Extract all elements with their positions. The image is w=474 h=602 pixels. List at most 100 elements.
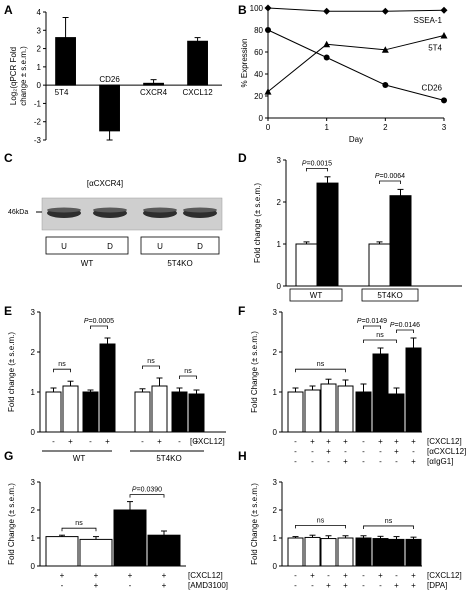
panel-a-bar	[143, 82, 164, 86]
panel-a-bar	[99, 84, 120, 132]
panel-b-y-tick-label: 20	[254, 92, 263, 101]
panel-label-b: B	[238, 3, 247, 17]
panel-b-marker	[441, 97, 447, 104]
panel-f-treatment-sign: -	[344, 447, 347, 456]
panel-b-y-tick-label: 80	[254, 26, 263, 35]
panel-f-significance-bracket	[363, 339, 397, 343]
panel-d-bar	[295, 243, 318, 287]
panel-c-blot-band-edge	[183, 207, 217, 213]
panel-f-y-tick-label: 0	[273, 428, 278, 437]
panel-e-bar	[151, 385, 168, 433]
panel-h-treatment-sign: -	[294, 571, 297, 580]
panel-b-marker	[381, 7, 389, 15]
panel-g-y-axis-label: Fold Change (± s.e.m.)	[7, 483, 16, 565]
panel-f-treatment-sign: +	[326, 447, 331, 456]
panel-h-y-tick-label: 2	[273, 506, 278, 515]
panel-f-treatment-sign: +	[411, 457, 416, 466]
panel-a-y-tick-label: 4	[37, 8, 42, 17]
panel-h-treatment-sign: +	[343, 571, 348, 580]
panel-g-bar	[147, 534, 181, 567]
panel-e-bar	[45, 391, 62, 433]
panel-g-treatment-sign: +	[94, 571, 99, 580]
panel-d-group-box	[289, 288, 343, 302]
panel-e-bar	[62, 385, 79, 433]
panel-f-significance-label: ns	[376, 332, 384, 339]
panel-h-bar	[337, 537, 354, 567]
panel-f-y-tick-label: 2	[273, 348, 278, 357]
panel-f-treatment-sign: -	[379, 457, 382, 466]
panel-h-treatment-sign: -	[362, 581, 365, 590]
panel-g-bar	[79, 538, 113, 567]
panel-f-significance-label: P=0.0149	[357, 318, 387, 325]
panel-a-category-label: CD26	[99, 75, 120, 84]
panel-a-bar	[55, 37, 76, 86]
panel-label-a: A	[4, 3, 13, 17]
panel-f-bar	[405, 347, 422, 433]
panel-f-treatment-sign: -	[294, 457, 297, 466]
panel-b-x-axis-label: Day	[349, 135, 363, 144]
panel-f-treatment-sign: -	[362, 437, 365, 446]
panel-e-significance-bracket	[142, 365, 160, 369]
panel-a-y-tick-label: 2	[37, 45, 42, 54]
panel-b-x-tick-label: 0	[266, 123, 271, 132]
panel-e-y-tick-label: 2	[31, 348, 36, 357]
panel-g-y-tick-label: 3	[31, 478, 36, 487]
panel-c-size-marker: 46kDa	[8, 209, 28, 216]
panel-b-marker	[323, 7, 331, 15]
panel-c-antibody-label: [αCXCR4]	[87, 179, 123, 188]
panel-g-row-label: [CXCL12]	[188, 571, 223, 580]
panel-h-bar	[304, 536, 321, 567]
panel-g-significance-label: P=0.0390	[132, 487, 162, 494]
panel-e-bar	[188, 393, 205, 433]
panel-e-treatment-sign: +	[194, 437, 199, 446]
panel-f-treatment-sign: +	[310, 437, 315, 446]
panel-e-treatment-sign: -	[52, 437, 55, 446]
panel-d-y-tick-label: 3	[277, 156, 282, 165]
panel-e-significance-label: P=0.0005	[84, 318, 114, 325]
panel-a-category-label: 5T4	[55, 88, 69, 97]
panel-label-g: G	[4, 449, 13, 463]
panel-h-y-tick-label: 0	[273, 562, 278, 571]
panel-c-group-box	[45, 236, 129, 255]
panel-d-bar	[368, 243, 391, 287]
panel-g-treatment-sign: +	[162, 571, 167, 580]
panel-e-treatment-sign: +	[157, 437, 162, 446]
panel-h-significance-bracket	[295, 525, 346, 529]
panel-f-treatment-sign: -	[311, 457, 314, 466]
panel-d-group-label: WT	[310, 291, 323, 300]
panel-f-bar	[337, 385, 354, 433]
panel-g-p-value: =0.0390	[137, 487, 163, 494]
panel-b-series-line	[267, 7, 445, 12]
panel-label-c: C	[4, 151, 13, 165]
panel-h-treatment-sign: +	[394, 581, 399, 590]
panel-e-significance-label: ns	[58, 361, 66, 368]
panel-b-x-tick-label: 3	[442, 123, 447, 132]
panel-d-p-value: =0.0064	[380, 173, 406, 180]
panel-h-treatment-sign: +	[411, 581, 416, 590]
panel-b-marker	[381, 46, 389, 53]
panel-e-y-tick-label: 1	[31, 388, 36, 397]
panel-a-category-label: CXCR4	[140, 88, 168, 97]
panel-h-bar	[320, 538, 337, 567]
panel-c-lane-label: U	[61, 242, 67, 251]
panel-e-group-label: WT	[73, 454, 86, 463]
panel-f-row-label: [αIgG1]	[427, 457, 453, 466]
panel-h-significance-label: ns	[317, 517, 325, 524]
panel-b-y-axis-label: % Expression	[240, 39, 249, 88]
panel-g-treatment-sign: +	[94, 581, 99, 590]
panel-f-p-value: =0.0146	[395, 322, 421, 329]
panel-f-treatment-sign: -	[362, 457, 365, 466]
panel-f-bar	[320, 383, 337, 433]
panel-h-significance-bracket	[363, 525, 414, 529]
panel-f-treatment-sign: -	[379, 447, 382, 456]
panel-h-bar	[388, 538, 405, 567]
panel-a-y-tick-label: 3	[37, 26, 42, 35]
panel-h-treatment-sign: -	[379, 581, 382, 590]
panel-d-y-tick-label: 2	[277, 198, 282, 207]
panel-g-y-tick-label: 0	[31, 562, 36, 571]
panel-d-significance-label: P=0.0064	[375, 173, 405, 180]
panel-f-treatment-sign: +	[411, 437, 416, 446]
panel-d-group-box	[361, 288, 419, 302]
panel-b-marker	[323, 40, 331, 48]
panel-h-treatment-sign: +	[343, 581, 348, 590]
